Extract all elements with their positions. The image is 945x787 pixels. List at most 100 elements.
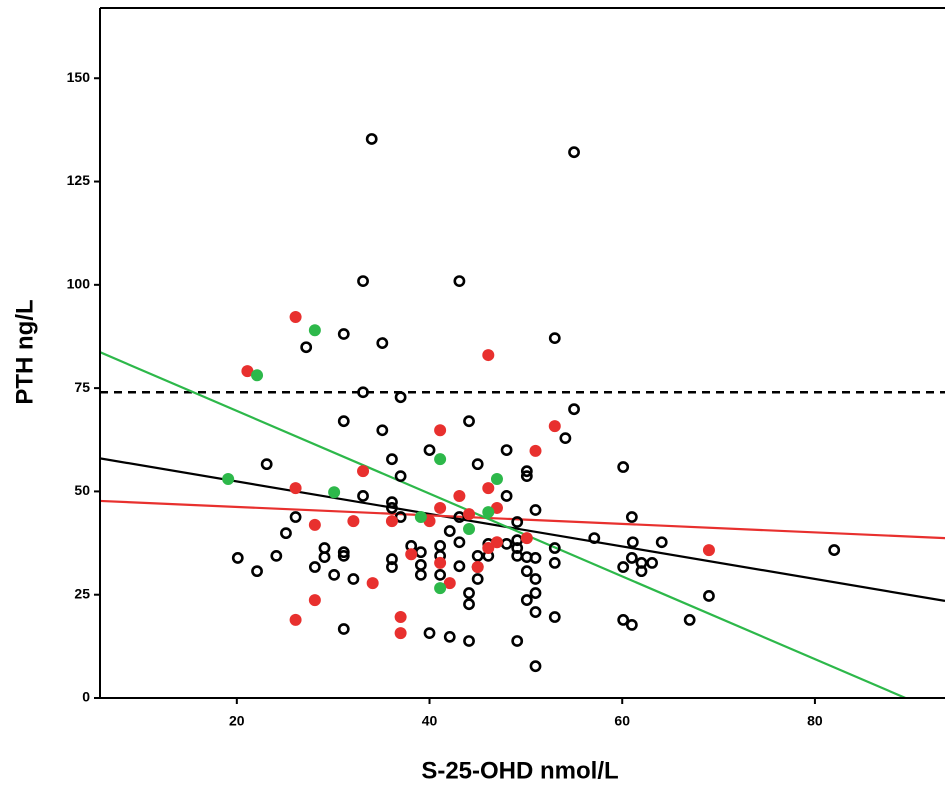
- point: [357, 275, 369, 288]
- point: [386, 553, 398, 566]
- point: [443, 525, 456, 537]
- point: [394, 611, 407, 624]
- point: [625, 511, 638, 523]
- point: [463, 635, 475, 647]
- point: [520, 470, 533, 483]
- point: [289, 613, 302, 626]
- point: [337, 549, 350, 562]
- point: [511, 516, 524, 528]
- point: [357, 386, 369, 399]
- point: [394, 470, 407, 483]
- point: [386, 561, 398, 573]
- point: [414, 568, 427, 581]
- point: [617, 561, 630, 573]
- y-axis-title: PTH ng/L: [11, 299, 38, 404]
- point: [617, 614, 630, 626]
- point: [635, 565, 648, 578]
- point: [414, 511, 427, 524]
- point: [471, 573, 484, 585]
- point: [414, 559, 427, 571]
- point: [328, 486, 341, 499]
- point: [300, 341, 313, 354]
- point: [251, 565, 263, 578]
- point: [337, 546, 350, 559]
- point: [386, 496, 398, 509]
- point: [482, 506, 495, 519]
- x-tick-label: 40: [422, 713, 438, 729]
- point: [270, 549, 283, 562]
- x-tick-label: 80: [807, 713, 823, 729]
- x-axis-title: S-25-OHD nmol/L: [421, 757, 618, 784]
- point: [463, 523, 476, 536]
- point: [423, 444, 436, 456]
- point: [646, 556, 658, 569]
- point: [434, 424, 447, 437]
- point: [376, 337, 389, 349]
- point: [366, 577, 379, 590]
- point: [617, 461, 630, 473]
- point: [520, 594, 533, 606]
- point: [529, 573, 542, 585]
- point: [482, 349, 495, 362]
- point: [308, 561, 321, 573]
- point: [222, 473, 235, 486]
- point: [328, 568, 341, 581]
- point: [453, 560, 466, 573]
- point: [529, 552, 542, 564]
- point: [405, 548, 418, 561]
- point: [625, 552, 638, 564]
- point: [626, 536, 639, 549]
- point: [394, 391, 407, 404]
- point: [251, 369, 264, 382]
- point: [520, 465, 533, 478]
- point: [386, 502, 398, 514]
- point: [434, 501, 447, 514]
- point: [529, 444, 542, 457]
- point: [434, 540, 447, 552]
- y-tick-label: 100: [67, 276, 91, 292]
- point: [453, 489, 466, 502]
- point: [500, 537, 513, 550]
- point: [471, 549, 484, 562]
- point: [318, 551, 331, 564]
- point: [568, 403, 580, 416]
- point: [471, 561, 484, 574]
- point: [702, 544, 715, 557]
- point: [423, 627, 436, 640]
- point: [500, 444, 513, 456]
- point: [289, 311, 302, 324]
- point: [463, 508, 476, 521]
- point: [386, 453, 398, 466]
- point: [529, 660, 542, 673]
- point: [280, 527, 292, 540]
- point: [548, 542, 561, 554]
- point: [520, 532, 533, 545]
- point: [548, 556, 561, 569]
- fit-line: [100, 351, 906, 698]
- point: [828, 544, 841, 556]
- fit-line: [100, 457, 945, 602]
- point: [434, 568, 447, 581]
- point: [308, 594, 321, 607]
- point: [443, 630, 456, 643]
- point: [548, 332, 561, 345]
- point: [453, 536, 466, 549]
- point: [683, 614, 696, 626]
- point: [347, 573, 360, 585]
- point: [337, 415, 350, 428]
- point: [529, 606, 542, 618]
- point: [471, 458, 484, 471]
- x-tick-label: 60: [614, 713, 630, 729]
- point: [434, 453, 447, 466]
- point: [260, 458, 273, 471]
- point: [453, 275, 466, 288]
- point: [500, 490, 513, 502]
- y-tick-label: 150: [67, 69, 91, 85]
- point: [443, 577, 456, 590]
- y-tick-label: 50: [74, 482, 90, 498]
- x-tick-label: 20: [229, 713, 245, 729]
- y-tick-label: 25: [74, 585, 90, 601]
- point: [357, 490, 369, 502]
- point: [511, 542, 524, 554]
